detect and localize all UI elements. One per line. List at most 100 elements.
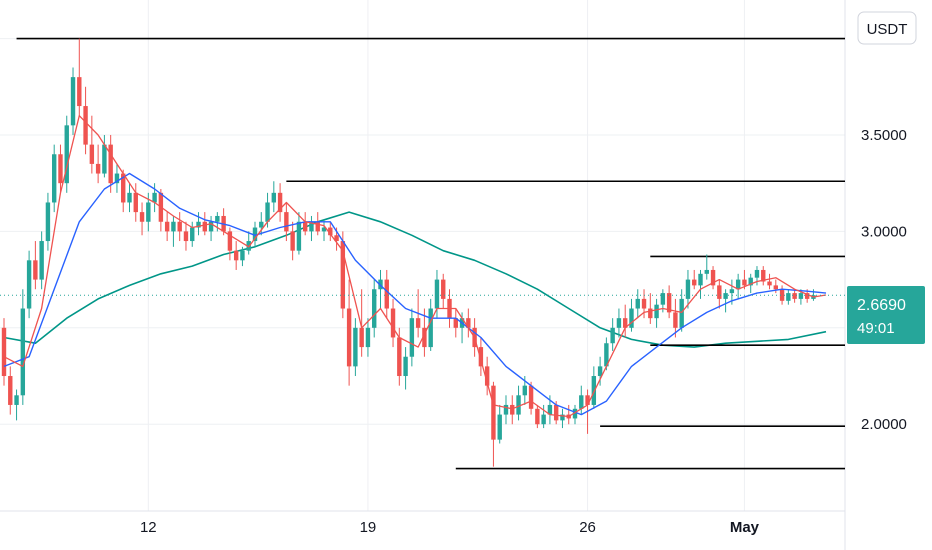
- candle-body: [353, 327, 358, 367]
- currency-button[interactable]: USDT: [857, 11, 917, 45]
- candle-body: [415, 318, 421, 328]
- candle-body: [403, 356, 408, 377]
- candle-body: [108, 144, 113, 184]
- candle-body: [196, 221, 201, 228]
- candle-body: [252, 227, 258, 242]
- candle-body: [510, 404, 515, 415]
- moving-average-fast: [3, 115, 827, 418]
- candle-body: [177, 221, 182, 232]
- candle-body: [585, 395, 590, 405]
- candle-body: [453, 318, 458, 328]
- x-tick-label: May: [730, 519, 760, 536]
- candle-body: [767, 281, 772, 286]
- candle-body: [133, 192, 138, 213]
- candle-body: [271, 192, 277, 203]
- candle-body: [792, 293, 797, 299]
- candle-body: [284, 212, 289, 232]
- candle-body: [528, 385, 534, 409]
- candle-body: [717, 285, 722, 299]
- candle-body: [20, 308, 26, 396]
- candle-body: [14, 395, 19, 405]
- candle-body: [503, 404, 509, 415]
- ma-slow-line: [3, 211, 827, 348]
- candle-body: [45, 202, 51, 242]
- candle-body: [497, 414, 502, 440]
- candle-body: [296, 221, 302, 251]
- candle-body: [666, 293, 672, 313]
- candle-body: [77, 77, 82, 107]
- price-badge-background: [847, 286, 925, 344]
- moving-average-slow: [3, 211, 827, 348]
- price-badge-price: 2.6690: [857, 297, 906, 314]
- candle-body: [629, 308, 634, 328]
- candle-body: [553, 404, 559, 421]
- candle-body: [804, 293, 810, 299]
- candle-body: [579, 395, 584, 409]
- candle-body: [328, 227, 333, 236]
- candle-body: [208, 221, 214, 232]
- candle-body: [710, 269, 716, 286]
- candle-body: [591, 376, 597, 405]
- candle-body: [704, 269, 709, 274]
- x-tick-label: 12: [140, 519, 157, 536]
- candle-body: [422, 327, 427, 348]
- candle-body: [547, 404, 553, 415]
- candle-body: [754, 269, 760, 278]
- candle-body: [334, 235, 339, 242]
- candle-body: [660, 293, 666, 305]
- x-tick-label: 19: [360, 519, 377, 536]
- candle-body: [541, 414, 546, 425]
- candle-body: [265, 202, 270, 222]
- time-axis[interactable]: 12 19 26 May: [140, 519, 760, 536]
- candle-body: [139, 212, 145, 222]
- candle-body: [397, 337, 402, 377]
- candle-body: [516, 395, 521, 415]
- candle-body: [685, 279, 691, 299]
- candle-body: [315, 221, 320, 232]
- candle-body: [428, 308, 433, 348]
- y-tick-label: 3.5000: [861, 127, 907, 144]
- candle-body: [635, 298, 640, 309]
- candle-body: [723, 293, 728, 299]
- candle-body: [535, 408, 540, 425]
- candle-body: [1, 327, 7, 377]
- candle-body: [89, 144, 95, 164]
- horizontal-levels[interactable]: [16, 37, 845, 470]
- candle-body: [171, 221, 176, 232]
- ma-fast-line: [3, 115, 827, 418]
- price-badge-countdown: 49:01: [857, 320, 895, 337]
- candle-body: [390, 308, 396, 338]
- candle-body: [102, 144, 107, 174]
- candle-body: [309, 221, 314, 232]
- candle-body: [240, 250, 245, 261]
- candle-body: [761, 269, 766, 282]
- candle-body: [277, 192, 283, 213]
- moving-average-mid: [3, 172, 827, 416]
- candle-body: [190, 227, 195, 242]
- candle-body: [64, 125, 69, 184]
- y-tick-label: 2.0000: [861, 416, 907, 433]
- candle-body: [95, 163, 101, 174]
- candle-body: [748, 277, 753, 286]
- candle-body: [522, 385, 528, 396]
- candle-body: [58, 154, 63, 184]
- candle-body: [164, 221, 170, 232]
- candle-body: [478, 347, 484, 367]
- candle-body: [610, 327, 615, 344]
- candle-body: [152, 192, 157, 203]
- candle-body: [51, 154, 57, 203]
- candle-body: [654, 304, 659, 319]
- candle-body: [773, 285, 779, 290]
- candle-body: [560, 414, 565, 421]
- candle-body: [290, 231, 295, 251]
- candle-body: [623, 318, 628, 328]
- candle-body: [735, 279, 741, 290]
- candle-body: [384, 279, 389, 309]
- candle-body: [466, 318, 471, 328]
- candle-body: [604, 343, 609, 367]
- candle-body: [70, 77, 76, 126]
- price-badge: 2.6690 49:01: [847, 286, 925, 344]
- candle-body: [673, 312, 678, 328]
